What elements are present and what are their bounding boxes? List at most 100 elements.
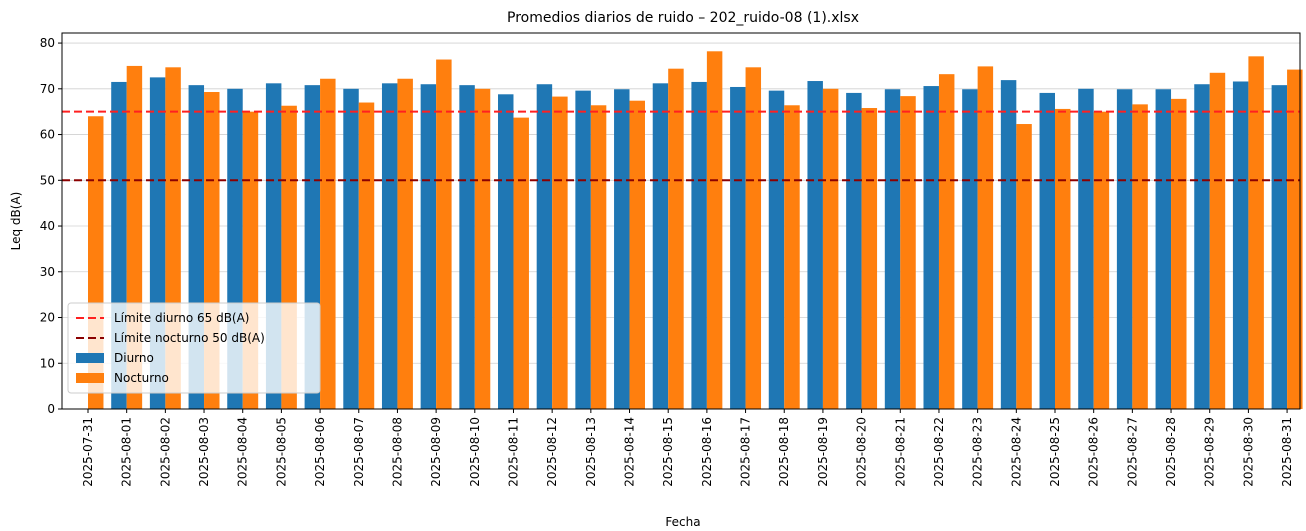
legend-label: Límite diurno 65 dB(A) (114, 311, 250, 325)
bar (691, 81, 707, 410)
x-tick-label: 2025-08-13 (584, 417, 598, 487)
bar (938, 74, 955, 410)
legend: Límite diurno 65 dB(A) Límite nocturno 50… (67, 302, 321, 394)
bar (629, 100, 645, 409)
x-tick-label: 2025-08-06 (313, 417, 327, 487)
y-tick-label: 50 (40, 173, 55, 187)
bar (1271, 85, 1288, 409)
x-tick-label: 2025-08-30 (1241, 417, 1255, 487)
x-tick-label: 2025-08-04 (236, 417, 250, 487)
bar (552, 96, 568, 409)
legend-label: Diurno (114, 351, 154, 365)
bar (846, 92, 862, 409)
bar (536, 84, 553, 409)
x-tick-label: 2025-08-27 (1125, 417, 1139, 487)
x-axis-label: Fecha (665, 515, 700, 529)
x-tick-label: 2025-07-31 (81, 417, 95, 487)
legend-swatch (76, 373, 104, 383)
bar (668, 68, 684, 409)
bar (358, 102, 375, 409)
legend-box (67, 302, 321, 394)
x-tick-label: 2025-08-09 (429, 417, 443, 487)
bar (861, 108, 878, 409)
bar (1155, 89, 1172, 410)
bar (807, 81, 823, 409)
y-tick-label: 80 (40, 36, 55, 50)
bar (784, 105, 800, 409)
bar (900, 96, 916, 409)
bar (575, 90, 591, 409)
x-tick-label: 2025-08-10 (468, 417, 482, 487)
bar (1116, 89, 1133, 410)
x-tick-label: 2025-08-15 (661, 417, 675, 487)
bar (459, 85, 475, 409)
bar (1016, 124, 1032, 409)
bar (1093, 111, 1110, 410)
bar (513, 117, 529, 410)
bar (397, 78, 413, 409)
bar (706, 51, 723, 409)
x-tick-label: 2025-08-18 (777, 417, 791, 487)
x-tick-label: 2025-08-19 (816, 417, 830, 487)
y-tick-label: 60 (40, 128, 55, 142)
bar (1000, 80, 1017, 410)
x-tick-label: 2025-08-21 (893, 417, 907, 487)
x-tick-label: 2025-08-14 (623, 417, 637, 487)
y-tick-label: 0 (47, 402, 55, 416)
x-tick-label: 2025-08-17 (739, 417, 753, 487)
x-tick-label: 2025-08-29 (1203, 417, 1217, 487)
x-tick-label: 2025-08-20 (855, 417, 869, 487)
bar (590, 105, 607, 409)
bar (320, 78, 336, 409)
bar (1132, 104, 1148, 409)
bar (1055, 108, 1071, 409)
bar (420, 84, 437, 409)
y-tick-label: 10 (40, 356, 55, 370)
bar (1209, 72, 1226, 409)
bar (436, 59, 452, 409)
bar (1287, 69, 1303, 409)
legend-swatch (76, 353, 104, 363)
bar (1194, 84, 1210, 409)
bar (1171, 98, 1187, 409)
y-tick-label: 30 (40, 265, 55, 279)
x-tick-label: 2025-08-24 (1009, 417, 1023, 487)
x-tick-label: 2025-08-16 (700, 417, 714, 487)
x-tick-label: 2025-08-12 (545, 417, 559, 487)
bar (381, 83, 398, 410)
x-tick-label: 2025-08-08 (390, 417, 404, 487)
x-tick-label: 2025-08-02 (158, 417, 172, 487)
bar (977, 66, 994, 409)
x-tick-label: 2025-08-07 (352, 417, 366, 487)
y-tick-label: 70 (40, 82, 55, 96)
x-tick-label: 2025-08-22 (932, 417, 946, 487)
bar (343, 88, 359, 409)
bar (768, 90, 785, 409)
x-tick-label: 2025-08-05 (274, 417, 288, 487)
y-tick-label: 40 (40, 219, 55, 233)
bar (474, 88, 491, 409)
bar (1039, 92, 1055, 409)
bar (822, 88, 839, 409)
bar (1232, 81, 1249, 409)
x-tick-label: 2025-08-31 (1280, 417, 1294, 487)
bar (498, 94, 514, 409)
bar (962, 89, 978, 410)
plot-frame (61, 32, 1301, 410)
x-tick-label: 2025-08-03 (197, 417, 211, 487)
x-tick-label: 2025-08-25 (1048, 417, 1062, 487)
bar (1078, 88, 1094, 409)
bar (614, 89, 630, 410)
x-tick-label: 2025-08-26 (1087, 417, 1101, 487)
legend-label: Nocturno (114, 371, 169, 385)
bar (652, 83, 669, 410)
bar (1248, 56, 1264, 410)
legend-label: Límite nocturno 50 dB(A) (114, 331, 265, 345)
bar (730, 86, 746, 409)
bar (745, 67, 762, 409)
y-axis-label: Leq dB(A) (9, 192, 23, 251)
bar (923, 86, 939, 410)
y-tick-label: 20 (40, 311, 55, 325)
x-tick-label: 2025-08-23 (971, 417, 985, 487)
